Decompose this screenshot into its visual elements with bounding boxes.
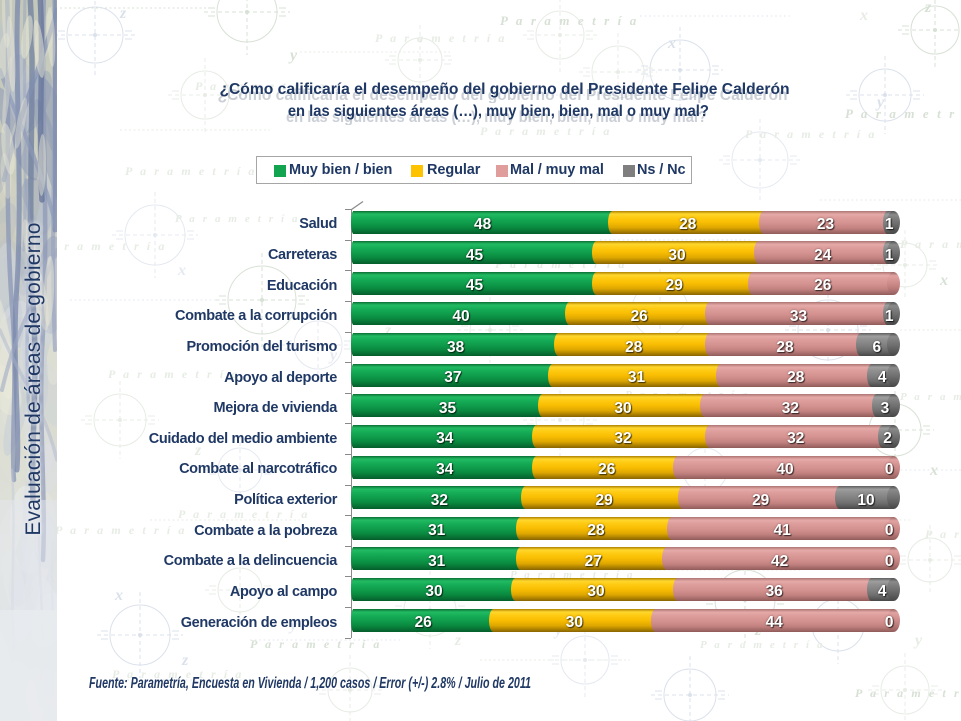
svg-text:P a r a m e t r í a: P a r a m e t r í a <box>480 124 612 138</box>
svg-text:P a r a m e t r í a: P a r a m e t r í a <box>108 367 240 381</box>
svg-text:P a r a m e t r í a: P a r a m e t r í a <box>175 213 300 225</box>
svg-text:y: y <box>875 94 885 111</box>
svg-text:x: x <box>114 587 123 604</box>
svg-text:y: y <box>288 47 298 64</box>
svg-text:x: x <box>177 262 186 279</box>
svg-text:P a r a m e t r í a: P a r a m e t r í a <box>178 507 310 521</box>
svg-text:P a r a m e t r í a: P a r a m e t r í a <box>35 239 167 253</box>
svg-text:P a r a m e t r í a: P a r a m e t r í a <box>855 686 961 700</box>
svg-text:x: x <box>524 107 533 124</box>
svg-text:P a r a m e t r í a: P a r a m e t r í a <box>250 637 382 651</box>
svg-text:P a r a m e t r í a: P a r a m e t r í a <box>375 31 507 45</box>
svg-text:P a r a m e t r í a: P a r a m e t r í a <box>125 164 257 178</box>
svg-text:P a r a m e t r í a: P a r a m e t r í a <box>900 237 961 251</box>
svg-text:z: z <box>924 0 932 16</box>
svg-text:z: z <box>194 442 202 459</box>
svg-text:z: z <box>181 652 189 669</box>
svg-text:z: z <box>384 322 392 339</box>
svg-text:P a r a m e t r í a: P a r a m e t r í a <box>900 391 961 403</box>
svg-text:y: y <box>328 347 338 364</box>
svg-text:P a r a m e t r í a: P a r a m e t r í a <box>925 527 961 541</box>
svg-text:P a r a m e t r í a: P a r a m e t r í a <box>700 639 825 651</box>
svg-text:y: y <box>913 632 923 649</box>
svg-text:P a r a m e t r í a: P a r a m e t r í a <box>195 79 327 93</box>
svg-text:z: z <box>454 632 462 649</box>
svg-text:x: x <box>667 35 676 52</box>
svg-text:P a r a m e t r í a: P a r a m e t r í a <box>55 523 187 537</box>
svg-text:P a r a m e t r í a: P a r a m e t r í a <box>500 13 639 28</box>
svg-text:P a r a m e t r í a: P a r a m e t r í a <box>845 106 961 121</box>
svg-text:P a r a m e t r í a: P a r a m e t r í a <box>745 127 877 141</box>
svg-text:x: x <box>939 272 948 289</box>
svg-text:z: z <box>119 5 127 22</box>
svg-text:x: x <box>859 7 868 24</box>
svg-text:y: y <box>288 617 298 634</box>
svg-text:x: x <box>929 462 938 479</box>
svg-text:P a r a m e t r í a: P a r a m e t r í a <box>112 667 244 681</box>
